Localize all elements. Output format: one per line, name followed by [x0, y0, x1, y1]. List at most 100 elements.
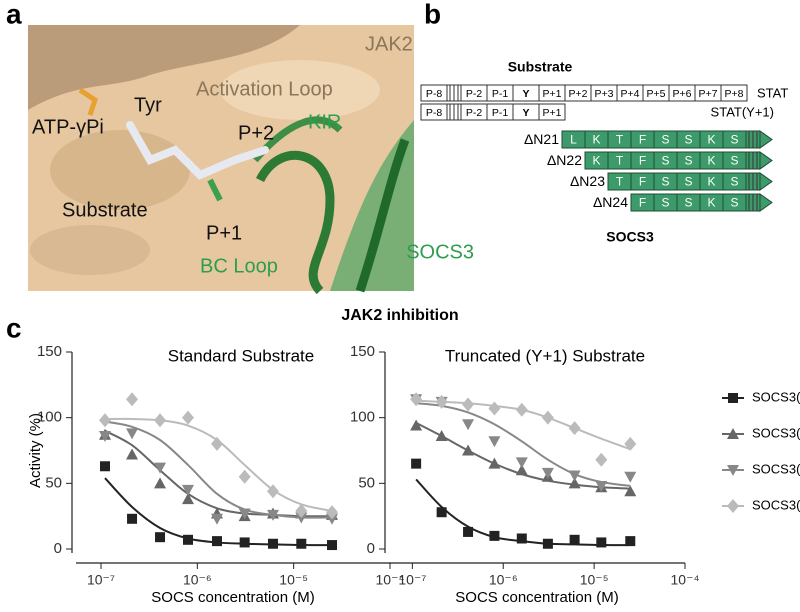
residue-label: F: [639, 133, 646, 147]
residue-label: K: [707, 133, 715, 147]
row-label: ΔN23: [570, 173, 605, 189]
residue-label: S: [661, 196, 669, 210]
residue-label: S: [661, 175, 669, 189]
data-point: [515, 457, 528, 469]
surface-shadow: [28, 25, 300, 110]
residue-label: P-8: [426, 88, 443, 100]
legend-label: SOCS3(ΔN22): [752, 425, 800, 440]
data-point: [239, 537, 250, 548]
data-point: [435, 394, 448, 409]
residue-label: P+1: [543, 107, 562, 119]
atp-sticks: [78, 87, 98, 116]
legend-label: SOCS3(ΔN21): [752, 389, 800, 404]
p1-stick: [207, 178, 223, 202]
data-point: [126, 448, 139, 460]
residue-label: P+4: [621, 88, 640, 100]
y-tick-label: 0: [54, 540, 62, 557]
residue-box: [538, 103, 566, 121]
panel-letter: a: [6, 0, 22, 29]
data-point: [182, 534, 193, 545]
data-point: [624, 485, 637, 497]
residue-label: S: [684, 196, 692, 210]
fit-curve: [416, 402, 631, 487]
residue-label: P+7: [699, 88, 718, 100]
structure-image: JAK2 Activation Loop ATP-γPi Tyr P+2 KIR…: [28, 25, 474, 295]
data-point: [515, 402, 528, 417]
data-point: [126, 392, 139, 407]
label: BC Loop: [200, 255, 278, 277]
data-point: [98, 413, 111, 428]
data-point: [541, 467, 554, 479]
data-point: [238, 508, 251, 520]
row-label: ΔN21: [524, 131, 559, 147]
panel-b: P-8 P-2 P-1 Y P+1 P+2 P+3 P+4 P+5 P+6 P+7 P+8 STAT P-…: [420, 84, 788, 212]
y-tick-label: 100: [37, 409, 62, 426]
data-point: [155, 532, 166, 543]
data-point: [410, 419, 423, 431]
label: SOCS3: [406, 241, 474, 263]
section-title: SOCS3: [606, 229, 654, 245]
panel-c: 0 50 100 150 10⁻⁷ 10⁻⁶ 10⁻⁵ 10⁻⁴ Standard Substr…: [27, 343, 800, 606]
residue-label: S: [684, 133, 692, 147]
data-point: [435, 430, 448, 442]
residue-label: F: [639, 175, 646, 189]
y-axis-label: Activity (%): [27, 413, 44, 488]
label: ATP-γPi: [32, 116, 104, 138]
data-point: [462, 444, 475, 456]
residue-label: S: [684, 154, 692, 168]
data-point: [488, 401, 501, 416]
residue-label: K: [707, 175, 715, 189]
data-point: [488, 457, 501, 469]
residue-label: P-8: [426, 107, 443, 119]
row-label: STAT: [757, 85, 788, 100]
socs3-ribbon: [355, 138, 410, 293]
x-tick-label: 10⁻⁷: [87, 572, 115, 588]
residue-label: P+5: [647, 88, 666, 100]
residue-label: Y: [522, 107, 529, 119]
data-point: [568, 421, 581, 436]
x-tick-label: 10⁻⁷: [398, 572, 426, 588]
residue-box: [720, 84, 748, 102]
legend-marker: [727, 499, 739, 513]
panel-letter: b: [424, 0, 441, 29]
residue-label: T: [616, 154, 624, 168]
data-point: [99, 461, 110, 472]
data-point: [436, 507, 447, 518]
y-tick-label: 0: [367, 540, 375, 557]
residue-label: L: [570, 133, 577, 147]
data-point: [295, 503, 308, 518]
data-point: [541, 410, 554, 425]
residue-label: S: [730, 133, 738, 147]
y-tick-label: 50: [358, 474, 375, 491]
residue-label: F: [639, 196, 646, 210]
residue-label: K: [707, 196, 715, 210]
arrow-tip: [759, 151, 773, 170]
bc-loop-ribbon: [255, 150, 335, 295]
label: KIR: [308, 111, 341, 133]
label: Activation Loop: [196, 78, 333, 100]
legend-marker: [727, 428, 739, 439]
data-point: [462, 419, 475, 431]
data-point: [154, 477, 167, 489]
data-point: [569, 534, 580, 545]
data-point: [624, 471, 637, 483]
residue-label: Y: [522, 88, 529, 100]
arrow-tip: [759, 193, 773, 212]
data-point: [154, 462, 167, 474]
x-tick-label: 10⁻⁴: [671, 572, 700, 588]
fit-curve: [415, 422, 631, 490]
data-point: [295, 512, 308, 524]
data-point: [489, 530, 500, 541]
x-tick-label: 10⁻⁶: [489, 572, 518, 588]
legend-marker: [728, 393, 738, 403]
residue-label: K: [592, 154, 600, 168]
y-tick-label: 150: [37, 343, 62, 360]
y-tick-label: 100: [350, 409, 375, 426]
x-axis-label: SOCS concentration (M): [151, 589, 314, 606]
data-point: [154, 413, 167, 428]
surface-groove: [30, 225, 150, 275]
data-point: [327, 540, 338, 551]
residue-label: P-2: [466, 88, 483, 100]
data-point: [542, 538, 553, 549]
data-point: [181, 410, 194, 425]
